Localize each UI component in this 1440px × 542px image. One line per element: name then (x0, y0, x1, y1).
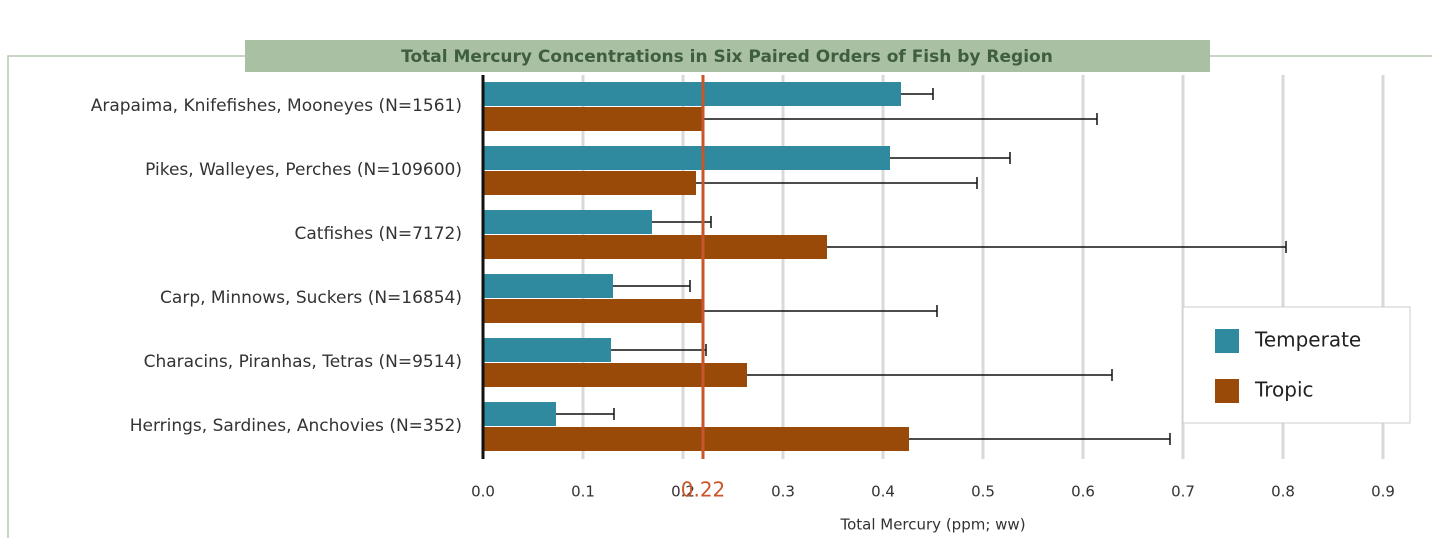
title-band (245, 40, 1210, 72)
legend-box (1182, 306, 1411, 424)
error-bar (827, 241, 1287, 253)
x-tick-label: 0.1 (571, 483, 595, 501)
x-tick-label: 0.6 (1071, 483, 1095, 501)
legend-swatch (1215, 329, 1239, 353)
error-bar (696, 177, 978, 189)
y-tick-label: Carp, Minnows, Suckers (N=16854) (160, 288, 462, 308)
legend-swatch (1215, 379, 1239, 403)
y-tick-label: Characins, Piranhas, Tetras (N=9514) (144, 352, 462, 372)
x-tick-label: 0.0 (471, 483, 495, 501)
error-bar (747, 369, 1113, 381)
bar (483, 363, 747, 387)
error-bar (702, 305, 938, 317)
reference-label: 0.22 (681, 478, 726, 502)
bar (483, 82, 901, 106)
x-tick-label: 0.4 (871, 483, 895, 501)
x-tick-label: 0.3 (771, 483, 795, 501)
y-tick-label: Pikes, Walleyes, Perches (N=109600) (145, 160, 462, 180)
bar (483, 402, 556, 426)
error-bar (556, 408, 615, 420)
x-tick-label: 0.8 (1271, 483, 1295, 501)
legend-label: Tropic (1254, 378, 1314, 402)
chart-title: Total Mercury Concentrations in Six Pair… (401, 47, 1053, 67)
bar (483, 146, 890, 170)
error-bar (613, 280, 691, 292)
y-tick-label: Catfishes (N=7172) (294, 224, 462, 244)
y-tick-label: Arapaima, Knifefishes, Mooneyes (N=1561) (91, 96, 462, 116)
bar (483, 107, 703, 131)
error-bar (611, 344, 707, 356)
x-tick-label: 0.2 (671, 483, 695, 501)
bar (483, 210, 652, 234)
bar (483, 274, 613, 298)
error-bar (909, 433, 1171, 445)
error-bar (652, 216, 712, 228)
bar (483, 427, 909, 451)
x-tick-label: 0.7 (1171, 483, 1195, 501)
error-bar (703, 113, 1098, 125)
bar (483, 338, 611, 362)
bar (483, 171, 696, 195)
x-axis-title: Total Mercury (ppm; ww) (839, 516, 1025, 534)
x-tick-label: 0.5 (971, 483, 995, 501)
bar (483, 235, 827, 259)
y-tick-label: Herrings, Sardines, Anchovies (N=352) (130, 416, 462, 436)
bar (483, 299, 702, 323)
frame (7, 55, 1432, 538)
error-bar (901, 88, 934, 100)
legend-label: Temperate (1254, 328, 1361, 352)
x-tick-label: 0.9 (1371, 483, 1395, 501)
error-bar (890, 152, 1011, 164)
